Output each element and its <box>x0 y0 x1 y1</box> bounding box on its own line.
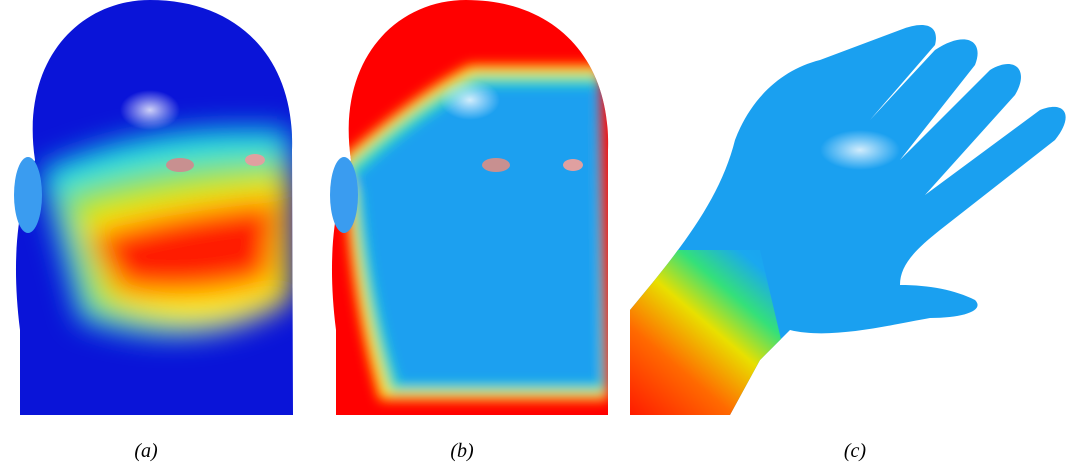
head-b <box>316 0 616 420</box>
hand <box>600 0 1084 420</box>
caption: (a) <box>106 440 186 463</box>
figure-images <box>0 0 1084 430</box>
caption: (b) <box>422 440 502 463</box>
figure: (a) (b) (c) <box>0 0 1084 472</box>
caption: (c) <box>815 440 895 463</box>
head-a <box>0 0 300 420</box>
ear <box>14 157 42 233</box>
ear <box>330 157 358 233</box>
